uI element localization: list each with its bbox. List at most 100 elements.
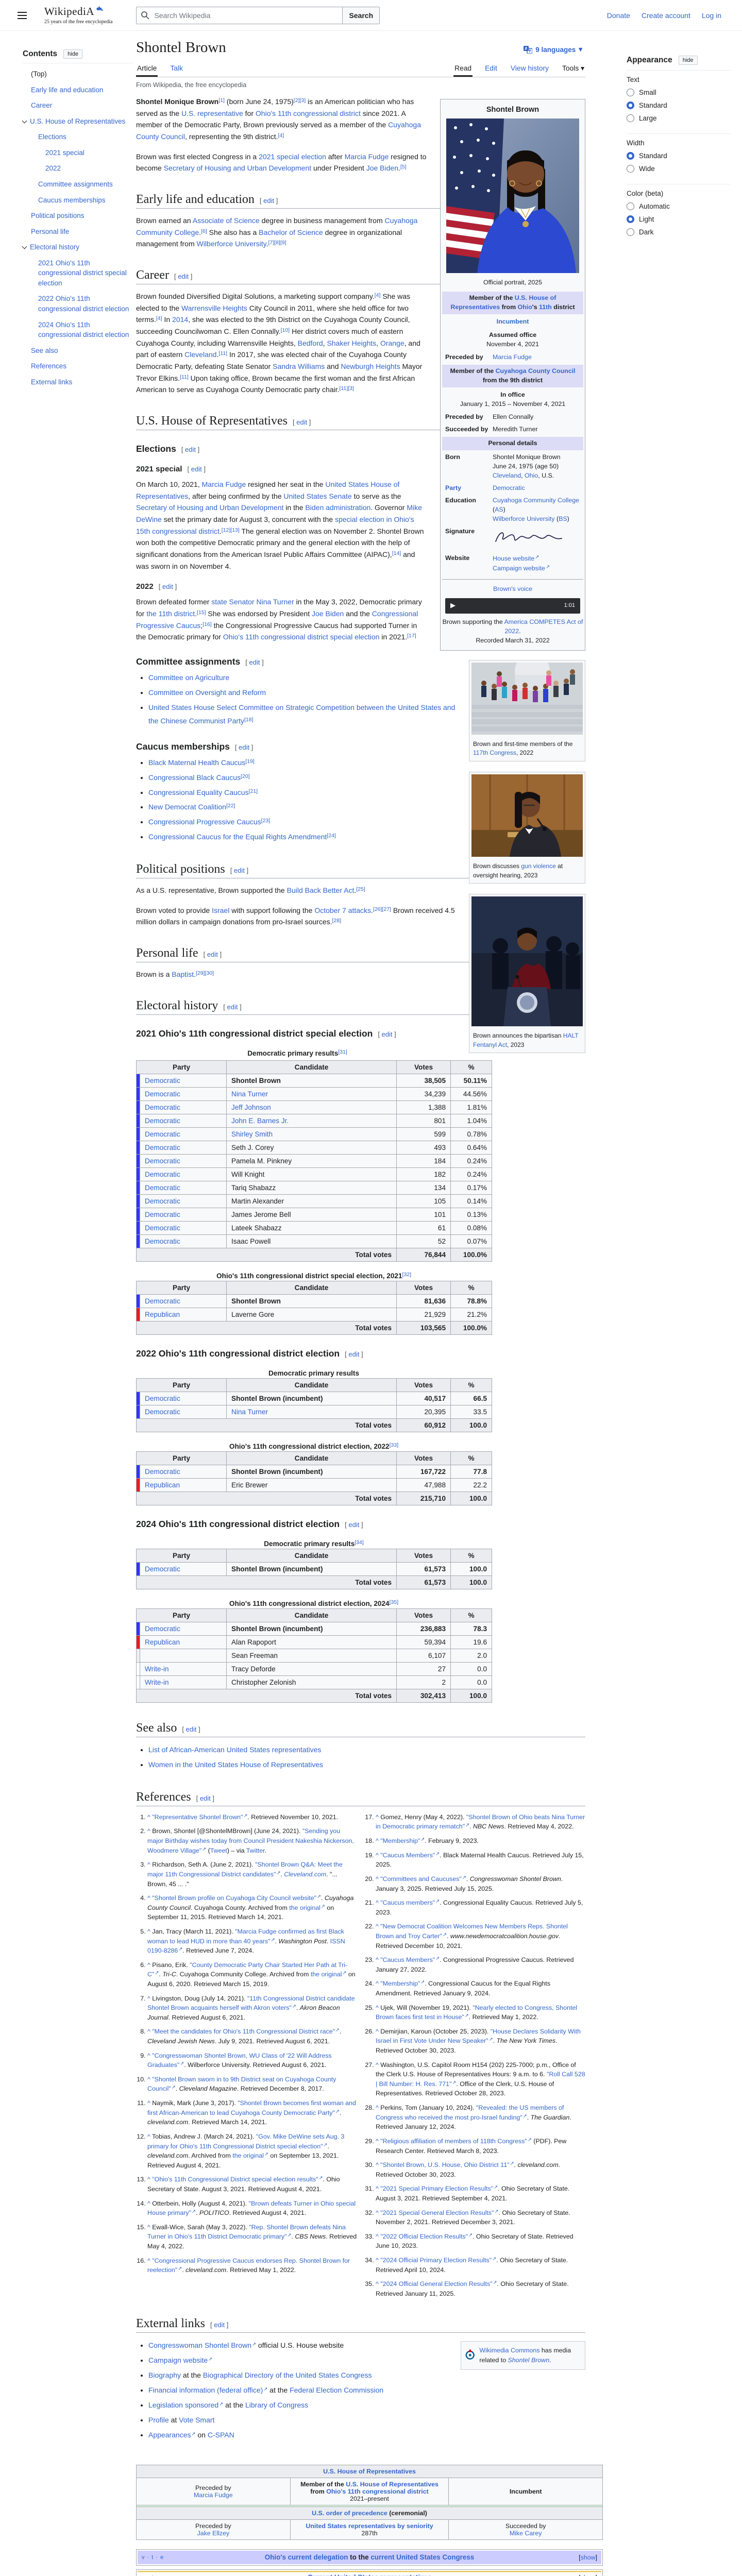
- reference-item[interactable]: ^ "Congressional Progressive Caucus endo…: [147, 2256, 357, 2275]
- reference-item[interactable]: ^ "Caucus members"↗. Congressional Equal…: [376, 1898, 585, 1917]
- caucus-item[interactable]: New Democrat Coalition[22]: [148, 801, 585, 814]
- reference-item[interactable]: ^ Perkins, Tom (January 10, 2024). "Reve…: [376, 2103, 585, 2132]
- appearance-hide-button[interactable]: hide: [678, 56, 698, 65]
- contents-hide-button[interactable]: hide: [63, 49, 82, 59]
- see-also-item[interactable]: List of African-American United States r…: [148, 1743, 585, 1757]
- toc-item[interactable]: 2021 special: [45, 148, 85, 157]
- appearance-option-large[interactable]: Large: [627, 114, 731, 122]
- committee-item[interactable]: Committee on Oversight and Reform: [148, 686, 585, 700]
- preceded-by-link[interactable]: Jake Ellzey: [197, 2529, 230, 2537]
- website-value[interactable]: House website↗ Campaign website↗: [493, 554, 550, 572]
- show-toggle[interactable]: [show]: [564, 2574, 597, 2576]
- reference-item[interactable]: ^ Ewall-Wice, Sarah (May 3, 2022). "Rep.…: [147, 2223, 357, 2251]
- login-link[interactable]: Log in: [701, 11, 721, 20]
- thumb-podium-announcement[interactable]: Brown announces the bipartisan HALT Fent…: [469, 893, 585, 1054]
- party-name[interactable]: Democratic: [139, 1294, 227, 1309]
- search-input[interactable]: [136, 6, 343, 24]
- edit-link[interactable]: edit: [227, 1003, 238, 1011]
- edit-link[interactable]: edit: [239, 743, 250, 751]
- edit-link[interactable]: edit: [249, 658, 260, 667]
- commons-box[interactable]: Wikimedia Commons has media related to S…: [461, 2341, 585, 2370]
- tab-tools[interactable]: Tools ▾: [562, 64, 584, 72]
- caucus-item[interactable]: Congressional Equality Caucus[21]: [148, 786, 585, 800]
- party-name[interactable]: Democratic: [139, 1622, 227, 1636]
- edit-link[interactable]: edit: [233, 867, 245, 875]
- reference-item[interactable]: ^ Pisano, Erik. "County Democratic Party…: [147, 1960, 357, 1989]
- party-name[interactable]: Democratic: [139, 1194, 227, 1209]
- thumb-oversight-hearing[interactable]: Brown discusses gun violence at oversigh…: [469, 771, 585, 884]
- reference-item[interactable]: ^ "Caucus Members"↗. Congressional Progr…: [376, 1955, 585, 1974]
- tab-edit[interactable]: Edit: [485, 64, 497, 72]
- reference-item[interactable]: ^ Gomez, Henry (May 4, 2022). "Shontel B…: [376, 1812, 585, 1832]
- toc-item[interactable]: Career: [31, 101, 53, 110]
- reference-item[interactable]: ^ Richardson, Seth A. (June 2, 2021). "S…: [147, 1860, 357, 1889]
- reference-item[interactable]: ^ Washington, U.S. Capitol Room H154 (20…: [376, 2060, 585, 2098]
- external-link-item[interactable]: Appearances↗ on C-SPAN: [148, 2429, 585, 2442]
- external-link-item[interactable]: Campaign website↗: [148, 2354, 585, 2367]
- caucus-item[interactable]: Congressional Black Caucus[20]: [148, 771, 585, 785]
- toc-item[interactable]: Early life and education: [31, 86, 104, 94]
- appearance-option-standard[interactable]: Standard: [627, 101, 731, 109]
- committee-item[interactable]: United States House Select Committee on …: [148, 701, 585, 728]
- party-name[interactable]: Democratic: [139, 1074, 227, 1088]
- party-name[interactable]: Republican: [139, 1308, 227, 1322]
- tab-talk[interactable]: Talk: [170, 64, 183, 72]
- toc-item[interactable]: U.S. House of Representatives: [22, 116, 133, 127]
- edit-link[interactable]: edit: [199, 1794, 211, 1802]
- party-name[interactable]: Write-in: [139, 1662, 227, 1676]
- vte-links[interactable]: v · t · e: [142, 2554, 164, 2561]
- toc-item[interactable]: 2024 Ohio's 11th congressional district …: [38, 320, 129, 339]
- play-icon[interactable]: ▶: [450, 601, 456, 609]
- party-name[interactable]: Democratic: [139, 1087, 227, 1101]
- wikipedia-logo[interactable]: WikipediA 25 years of the free encyclope…: [44, 6, 112, 25]
- party-name[interactable]: Democratic: [139, 1221, 227, 1235]
- radio-button[interactable]: [627, 215, 634, 223]
- edit-link[interactable]: edit: [185, 1725, 197, 1734]
- reference-item[interactable]: ^ "Committees and Caucuses"↗. Congresswo…: [376, 1874, 585, 1893]
- tab-article[interactable]: Article: [136, 61, 158, 77]
- edit-link[interactable]: edit: [296, 418, 308, 427]
- reference-item[interactable]: ^ Otterbein, Holly (August 4, 2021). "Br…: [147, 2199, 357, 2218]
- preceded-by-link[interactable]: Marcia Fudge: [193, 2491, 233, 2499]
- edit-link[interactable]: edit: [207, 951, 218, 959]
- edit-link[interactable]: edit: [178, 273, 189, 281]
- external-link-item[interactable]: Congresswoman Shontel Brown↗ official U.…: [148, 2339, 585, 2352]
- radio-button[interactable]: [627, 202, 634, 210]
- edit-link[interactable]: edit: [381, 1030, 393, 1038]
- donate-link[interactable]: Donate: [606, 11, 630, 20]
- appearance-option-wide[interactable]: Wide: [627, 165, 731, 173]
- official-portrait[interactable]: [434, 118, 583, 276]
- succeeded-by-link[interactable]: Mike Carey: [509, 2529, 542, 2537]
- chevron-down-icon[interactable]: [22, 118, 27, 124]
- succession-office[interactable]: Member of the U.S. House of Representati…: [300, 2480, 439, 2495]
- reference-item[interactable]: ^ "2024 Official General Election Result…: [376, 2279, 585, 2298]
- reference-item[interactable]: ^ Tobias, Andrew J. (March 24, 2021). "G…: [147, 2132, 357, 2170]
- party-value[interactable]: Democratic: [493, 484, 525, 492]
- audio-player[interactable]: ▶ 1:01: [445, 598, 580, 614]
- thumb-117th-congress[interactable]: Brown and first-time members of the 117t…: [469, 653, 585, 761]
- party-name[interactable]: Democratic: [139, 1181, 227, 1195]
- search-button[interactable]: Search: [342, 6, 380, 24]
- toc-item[interactable]: Elections: [38, 133, 66, 141]
- reference-item[interactable]: ^ Demirjian, Karoun (October 25, 2023). …: [376, 2027, 585, 2056]
- reference-item[interactable]: ^ "Shontel Brown profile on Cuyahoga Cit…: [147, 1893, 357, 1922]
- caucus-item[interactable]: Congressional Caucus for the Equal Right…: [148, 831, 585, 844]
- appearance-option-standard[interactable]: Standard: [627, 152, 731, 160]
- edit-link[interactable]: edit: [263, 197, 275, 205]
- edit-link[interactable]: edit: [162, 583, 173, 591]
- candidate-name[interactable]: Shirley Smith: [226, 1127, 397, 1142]
- external-link-item[interactable]: Financial information (federal office)↗ …: [148, 2384, 585, 2397]
- reference-item[interactable]: ^ "2021 Special Primary Election Results…: [376, 2184, 585, 2203]
- toc-item[interactable]: References: [31, 362, 67, 370]
- party-name[interactable]: Democratic: [139, 1141, 227, 1155]
- reference-item[interactable]: ^ "Caucus Members"↗. Black Maternal Heal…: [376, 1851, 585, 1870]
- party-name[interactable]: Democratic: [139, 1234, 227, 1249]
- appearance-option-light[interactable]: Light: [627, 215, 731, 223]
- party-name[interactable]: Democratic: [139, 1405, 227, 1419]
- toc-item[interactable]: See also: [31, 346, 58, 354]
- radio-button[interactable]: [627, 114, 634, 122]
- navbox-title[interactable]: Ohio's current delegation to the current…: [264, 2553, 475, 2562]
- radio-button[interactable]: [627, 228, 634, 236]
- toc-item[interactable]: 2021 Ohio's 11th congressional district …: [38, 259, 127, 287]
- party-name[interactable]: Democratic: [139, 1562, 227, 1577]
